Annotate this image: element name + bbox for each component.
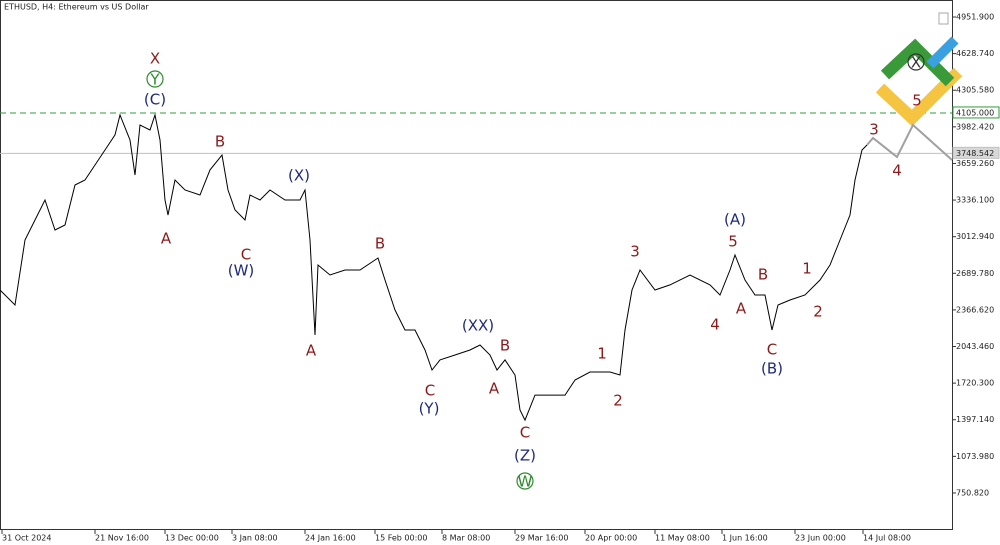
- wave-label: (C): [144, 91, 166, 109]
- price-tag-label: 3748.542: [956, 149, 994, 158]
- chart-title: ETHUSD, H4: Ethereum vs US Dollar: [4, 3, 149, 12]
- wave-label: A: [161, 230, 172, 248]
- y-tick-label: 2366.620: [956, 305, 994, 314]
- x-tick-label: 23 Jun 00:00: [795, 534, 846, 543]
- y-tick-label: 3012.940: [956, 232, 994, 241]
- y-tick-label: 2043.460: [956, 342, 994, 351]
- x-tick-label: 31 Oct 2024: [2, 534, 51, 543]
- wave-label: (Z): [514, 447, 536, 465]
- price-tag: [952, 106, 1000, 119]
- wave-label: X: [911, 54, 921, 72]
- wave-label: 4: [892, 162, 902, 180]
- y-tick-label: 1720.300: [956, 379, 994, 388]
- wave-label: 1: [597, 345, 607, 363]
- y-tick-label: 4305.580: [956, 86, 994, 95]
- y-tick-label: 3982.420: [956, 122, 994, 131]
- x-tick-label: 24 Jan 16:00: [305, 534, 356, 543]
- x-tick-label: 21 Nov 16:00: [95, 534, 149, 543]
- wave-label: 3: [630, 243, 640, 261]
- price-line: [866, 123, 953, 161]
- wave-label: 3: [869, 121, 879, 139]
- x-tick-label: 29 Mar 16:00: [515, 534, 568, 543]
- y-tick-label: 1073.980: [956, 452, 994, 461]
- wave-label: 5: [912, 92, 922, 110]
- y-tick-label: 750.820: [956, 488, 989, 497]
- logo: [875, 36, 963, 127]
- wave-label: 5: [728, 233, 738, 251]
- wave-label: 2: [813, 303, 823, 321]
- wave-label: B: [375, 235, 385, 253]
- x-tick-label: 13 Dec 00:00: [165, 534, 219, 543]
- logo-blue: [926, 36, 959, 69]
- y-tick-label: 4628.740: [956, 49, 994, 58]
- y-tick-label: 4951.900: [956, 13, 994, 22]
- wave-label: B: [215, 133, 225, 151]
- wave-label: C: [520, 424, 530, 442]
- panel-button[interactable]: [938, 12, 949, 25]
- wave-label: (A): [724, 211, 746, 229]
- wave-label: (W): [228, 262, 255, 280]
- price-tag-label: 4105.000: [956, 108, 994, 117]
- wave-label: A: [736, 300, 747, 318]
- wave-label: Y: [149, 71, 160, 89]
- wave-label: A: [306, 342, 317, 360]
- x-tick-label: 11 May 08:00: [655, 534, 710, 543]
- wave-label: W: [518, 473, 533, 491]
- x-tick-label: 8 Mar 08:00: [442, 534, 490, 543]
- x-tick-label: 14 Jul 08:00: [863, 534, 911, 543]
- wave-label: 2: [613, 392, 623, 410]
- wave-label: 4: [710, 316, 720, 334]
- wave-label: B: [500, 337, 510, 355]
- x-tick-label: 20 Apr 00:00: [585, 534, 637, 543]
- wave-label: (X): [288, 167, 310, 185]
- y-tick-label: 2689.780: [956, 269, 994, 278]
- logo-yellow: [875, 67, 963, 127]
- price-tag: [952, 146, 1000, 159]
- wave-label: C: [241, 246, 251, 264]
- wave-label: (B): [761, 360, 783, 378]
- wave-label: 1: [802, 260, 812, 278]
- logo-green: [880, 38, 955, 87]
- wave-label: X: [150, 50, 160, 68]
- price-line: [0, 113, 868, 422]
- annotation-circle: [146, 70, 164, 88]
- x-tick-label: 1 Jun 16:00: [722, 534, 768, 543]
- y-tick-label: 3659.260: [956, 159, 994, 168]
- wave-label: C: [767, 341, 777, 359]
- wave-label: C: [425, 382, 435, 400]
- x-tick-label: 3 Jan 08:00: [232, 534, 278, 543]
- wave-label: (Y): [419, 400, 440, 418]
- wave-label: B: [758, 266, 768, 284]
- annotation-circle: [907, 53, 925, 71]
- wave-label: (XX): [462, 317, 494, 335]
- plot-frame: [0, 0, 953, 530]
- wave-label: A: [489, 380, 500, 398]
- x-tick-label: 15 Feb 00:00: [375, 534, 427, 543]
- annotation-circle: [516, 472, 534, 490]
- y-tick-label: 1397.140: [956, 415, 994, 424]
- y-tick-label: 3336.100: [956, 196, 994, 205]
